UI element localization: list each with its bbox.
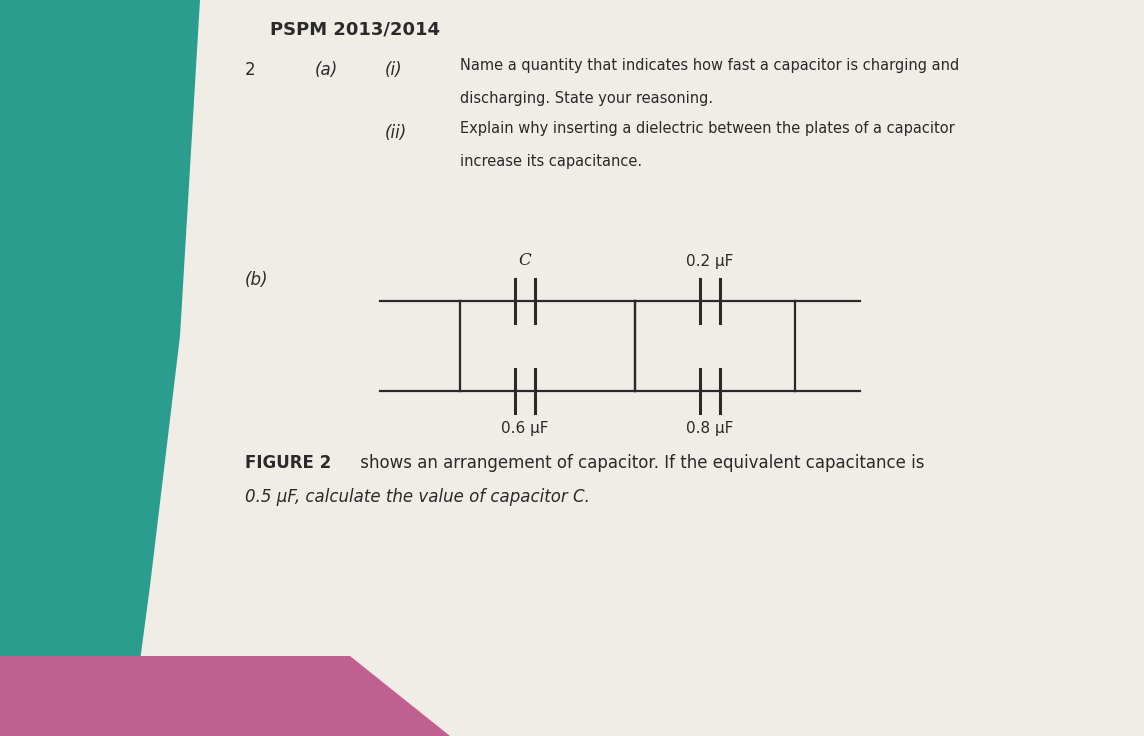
Text: FIGURE 2: FIGURE 2 <box>245 454 332 472</box>
Text: 2: 2 <box>245 61 255 79</box>
Text: shows an arrangement of capacitor. If the equivalent capacitance is: shows an arrangement of capacitor. If th… <box>355 454 924 472</box>
Text: (ii): (ii) <box>386 124 407 142</box>
Text: C: C <box>518 252 531 269</box>
Text: Name a quantity that indicates how fast a capacitor is charging and: Name a quantity that indicates how fast … <box>460 58 960 73</box>
Text: Explain why inserting a dielectric between the plates of a capacitor: Explain why inserting a dielectric betwe… <box>460 121 955 136</box>
Text: 0.2 μF: 0.2 μF <box>686 254 733 269</box>
Text: discharging. State your reasoning.: discharging. State your reasoning. <box>460 91 713 106</box>
Text: 0.6 μF: 0.6 μF <box>501 421 549 436</box>
Text: (a): (a) <box>315 61 339 79</box>
Text: (i): (i) <box>386 61 403 79</box>
Text: PSPM 2013/2014: PSPM 2013/2014 <box>270 21 440 39</box>
Text: 0.8 μF: 0.8 μF <box>686 421 733 436</box>
Text: 0.5 μF, calculate the value of capacitor C.: 0.5 μF, calculate the value of capacitor… <box>245 488 590 506</box>
Text: increase its capacitance.: increase its capacitance. <box>460 154 642 169</box>
Text: (b): (b) <box>245 271 269 289</box>
